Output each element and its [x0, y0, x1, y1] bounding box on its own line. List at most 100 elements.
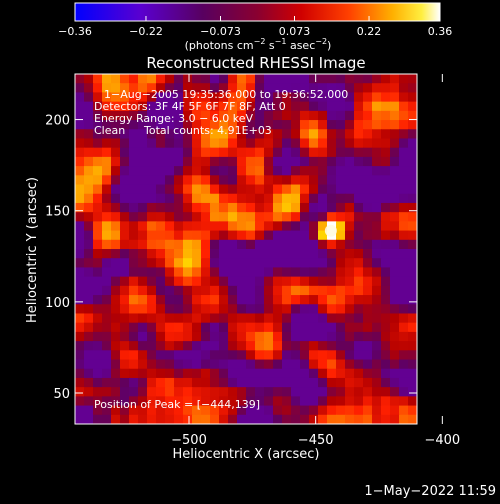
heatmap-cell	[228, 101, 238, 112]
heatmap-cell	[165, 110, 175, 121]
heatmap-cell	[291, 396, 301, 407]
y-tick-label: 100	[45, 296, 70, 311]
heatmap-cell	[264, 138, 274, 149]
heatmap-cell	[300, 101, 310, 112]
heatmap-cell	[381, 387, 391, 397]
heatmap-cell	[255, 230, 265, 241]
colorbar-gradient	[74, 2, 441, 22]
heatmap-cell	[264, 202, 274, 213]
heatmap-cell	[120, 212, 130, 222]
heatmap-cell	[219, 230, 229, 241]
heatmap-cell	[309, 331, 319, 342]
heatmap-cell	[174, 313, 184, 324]
heatmap-cell	[102, 239, 112, 250]
heatmap-cell	[102, 83, 112, 94]
heatmap-cell	[246, 129, 256, 140]
heatmap-cell	[165, 175, 175, 186]
heatmap-cell	[102, 230, 112, 241]
heatmap-cell	[183, 147, 193, 158]
heatmap-cell	[84, 295, 94, 305]
heatmap-cell	[309, 313, 319, 324]
heatmap-cell	[246, 166, 256, 176]
heatmap-cell	[174, 331, 184, 342]
heatmap-cell	[273, 331, 283, 342]
heatmap-cell	[219, 101, 229, 112]
heatmap-cell	[228, 138, 238, 149]
heatmap-cell	[354, 414, 364, 424]
heatmap-cell	[75, 202, 85, 213]
heatmap-cell	[210, 396, 220, 407]
heatmap-cell	[129, 414, 139, 424]
heatmap-cell	[327, 120, 337, 130]
heatmap-cell	[210, 110, 220, 121]
heatmap-cell	[291, 239, 301, 250]
heatmap-cell	[93, 202, 103, 213]
heatmap-cell	[372, 110, 382, 121]
heatmap-cell	[309, 110, 319, 121]
heatmap-cell	[345, 74, 355, 84]
heatmap-cell	[93, 184, 103, 195]
heatmap-cell	[336, 267, 346, 278]
heatmap-cell	[210, 285, 220, 296]
heatmap-cell	[318, 350, 328, 361]
heatmap-cell	[282, 212, 292, 222]
heatmap-cell	[201, 166, 211, 176]
heatmap-cell	[309, 156, 319, 167]
heatmap-cell	[372, 221, 382, 232]
heatmap-cell	[93, 175, 103, 186]
heatmap-cell	[210, 120, 220, 130]
heatmap-cell	[228, 83, 238, 94]
heatmap-cell	[111, 110, 121, 121]
heatmap-cell	[183, 92, 193, 103]
heatmap-cell	[264, 414, 274, 424]
heatmap-cell	[102, 377, 112, 388]
heatmap-cell	[345, 304, 355, 315]
heatmap-cell	[183, 341, 193, 351]
heatmap-cell	[246, 110, 256, 121]
heatmap-cell	[129, 368, 139, 379]
heatmap-cell	[363, 120, 373, 130]
heatmap-cell	[273, 405, 283, 416]
heatmap-cell	[75, 92, 85, 103]
heatmap-cell	[381, 230, 391, 241]
heatmap-cell	[318, 295, 328, 305]
heatmap-cell	[102, 341, 112, 351]
heatmap-cell	[138, 368, 148, 379]
heatmap-cell	[264, 267, 274, 278]
heatmap-cell	[282, 359, 292, 370]
heatmap-cell	[183, 221, 193, 232]
heatmap-cell	[75, 129, 85, 140]
heatmap-cell	[111, 138, 121, 149]
heatmap-cell	[300, 230, 310, 241]
heatmap-cell	[273, 138, 283, 149]
heatmap-cell	[165, 249, 175, 259]
heatmap-cell	[228, 313, 238, 324]
heatmap-cell	[192, 221, 202, 232]
heatmap-cell	[345, 249, 355, 259]
heatmap-cell	[120, 387, 130, 397]
heatmap-cell	[156, 110, 166, 121]
heatmap-cell	[282, 267, 292, 278]
heatmap-cell	[309, 304, 319, 315]
heatmap-cell	[174, 350, 184, 361]
heatmap-cell	[237, 377, 247, 388]
heatmap-cell	[318, 129, 328, 140]
heatmap-cell	[309, 387, 319, 397]
heatmap-cell	[93, 74, 103, 84]
heatmap-cell	[300, 193, 310, 204]
heatmap-cell	[147, 313, 157, 324]
heatmap-cell	[390, 138, 400, 149]
heatmap-cell	[111, 120, 121, 130]
heatmap-cell	[318, 359, 328, 370]
heatmap-cell	[408, 202, 417, 213]
heatmap-cell	[318, 368, 328, 379]
heatmap-cell	[165, 331, 175, 342]
heatmap-cell	[147, 193, 157, 204]
heatmap-cell	[75, 74, 85, 84]
heatmap-cell	[192, 138, 202, 149]
heatmap-cell	[336, 212, 346, 222]
heatmap-cell	[381, 285, 391, 296]
heatmap-cell	[174, 322, 184, 333]
heatmap-cell	[228, 202, 238, 213]
heatmap-cell	[228, 258, 238, 269]
